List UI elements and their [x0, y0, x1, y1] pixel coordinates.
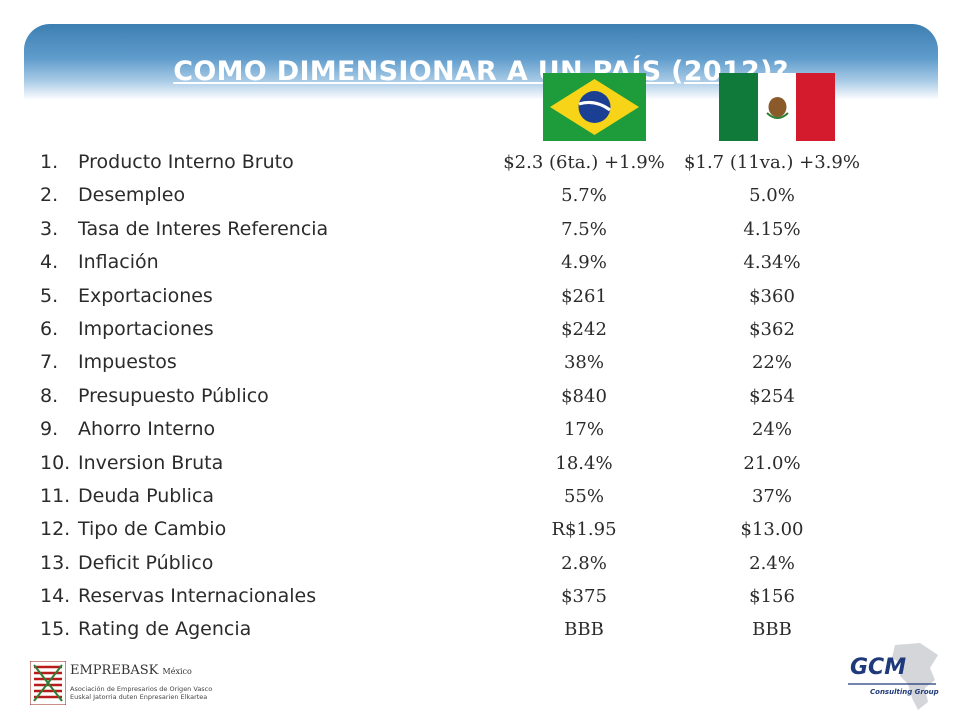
brazil-value: $2.3 (6ta.) +1.9% [503, 152, 665, 173]
indicator-number: 8. [40, 384, 59, 407]
mexico-value: BBB [752, 619, 792, 641]
indicator-number: 9. [40, 418, 59, 441]
indicator-number: 6. [40, 317, 59, 340]
indicator-label: Rating de Agencia [78, 618, 252, 641]
indicator-number: 4. [40, 251, 59, 274]
indicator-number: 15. [40, 618, 71, 641]
mexico-value: $362 [749, 318, 795, 340]
indicator-row: 3. Tasa de Interes Referencia 7.5% 4.15% [0, 213, 960, 246]
indicator-row: 1. Producto Interno Bruto $2.3 (6ta.) +1.9… [0, 146, 960, 179]
indicator-label: Impuestos [78, 351, 177, 374]
indicator-label: Inflación [78, 251, 159, 274]
mexico-value: 37% [751, 485, 792, 507]
indicator-row: 2. Desempleo 5.7% 5.0% [0, 179, 960, 212]
mexico-value: $254 [749, 385, 795, 407]
brazil-value: 38% [563, 352, 604, 374]
brazil-value: $375 [561, 586, 607, 608]
indicator-number: 13. [40, 551, 71, 574]
indicators-list: 1. Producto Interno Bruto $2.3 (6ta.) +1.9… [0, 146, 960, 647]
brazil-value: $242 [561, 318, 607, 340]
indicator-number: 11. [40, 484, 71, 507]
brazil-value: 17% [563, 419, 604, 441]
mexico-value: 5.0% [749, 185, 795, 207]
indicator-label: Importaciones [78, 317, 214, 340]
indicator-number: 3. [40, 217, 59, 240]
brazil-value: 5.7% [561, 185, 607, 207]
indicator-row: 9. Ahorro Interno 17% 24% [0, 413, 960, 446]
indicator-row: 14. Reservas Internacionales $375 $156 [0, 580, 960, 613]
indicator-row: 8. Presupuesto Público $840 $254 [0, 380, 960, 413]
indicator-row: 7. Impuestos 38% 22% [0, 346, 960, 379]
mexico-value: 4.34% [743, 252, 801, 274]
indicator-number: 5. [40, 284, 59, 307]
indicator-label: Producto Interno Bruto [78, 151, 294, 173]
indicator-row: 11. Deuda Publica 55% 37% [0, 480, 960, 513]
brazil-value: BBB [564, 619, 604, 641]
gcm-subtitle: Consulting Group [870, 688, 939, 696]
indicator-number: 14. [40, 585, 71, 608]
brazil-value: $840 [561, 385, 607, 407]
indicator-label: Reservas Internacionales [78, 585, 317, 608]
title-bar: COMO DIMENSIONAR A UN PAÍS (2012)? [24, 24, 938, 100]
brazil-value: 2.8% [561, 552, 607, 574]
mexico-value: 21.0% [743, 452, 801, 474]
indicator-number: 7. [40, 351, 59, 374]
mexico-value: 22% [751, 352, 792, 374]
indicator-label: Desempleo [78, 184, 186, 207]
mexico-value: 24% [751, 419, 792, 441]
brazil-value: 55% [563, 485, 604, 507]
indicator-label: Deuda Publica [78, 484, 214, 507]
indicator-number: 10. [40, 451, 71, 474]
mexico-value: $1.7 (11va.) +3.9% [684, 152, 860, 173]
indicator-row: 5. Exportaciones $261 $360 [0, 280, 960, 313]
mexico-value: 4.15% [743, 218, 801, 240]
brazil-value: 18.4% [555, 452, 613, 474]
emprebask-tagline: Asociación de Empresarios de Origen Vasc… [70, 685, 213, 701]
indicator-number: 12. [40, 518, 71, 541]
mexico-value: $360 [749, 285, 795, 307]
indicator-row: 13. Deficit Público 2.8% 2.4% [0, 547, 960, 580]
indicator-row: 15. Rating de Agencia BBB BBB [0, 613, 960, 646]
indicator-row: 12. Tipo de Cambio R$1.95 $13.00 [0, 513, 960, 546]
emprebask-logo: EMPREBASK México Asociación de Empresari… [30, 657, 213, 709]
brazil-value: 7.5% [561, 218, 607, 240]
indicator-row: 10. Inversion Bruta 18.4% 21.0% [0, 447, 960, 480]
indicator-label: Presupuesto Público [78, 384, 269, 407]
emprebask-name: EMPREBASK México [70, 663, 192, 678]
indicator-label: Tasa de Interes Referencia [78, 217, 329, 240]
page-title: COMO DIMENSIONAR A UN PAÍS (2012)? [173, 56, 789, 87]
brazil-value: R$1.95 [551, 519, 617, 541]
indicator-row: 4. Inflación 4.9% 4.34% [0, 246, 960, 279]
gcm-logo: GCM Consulting Group [840, 640, 945, 715]
indicator-label: Inversion Bruta [78, 451, 224, 474]
brazil-flag-icon [543, 73, 646, 141]
brazil-value: 4.9% [561, 252, 607, 274]
mexico-flag-icon [719, 73, 836, 141]
indicator-label: Tipo de Cambio [78, 518, 227, 541]
indicator-label: Exportaciones [78, 284, 213, 307]
mexico-value: 2.4% [749, 552, 795, 574]
indicator-label: Ahorro Interno [78, 418, 216, 441]
mexico-value: $156 [749, 586, 795, 608]
indicator-label: Deficit Público [78, 551, 214, 574]
indicator-row: 6. Importaciones $242 $362 [0, 313, 960, 346]
indicator-number: 2. [40, 184, 59, 207]
gcm-name: GCM [850, 655, 907, 680]
indicator-number: 1. [40, 151, 59, 173]
brazil-value: $261 [561, 285, 607, 307]
mexico-value: $13.00 [740, 519, 804, 541]
